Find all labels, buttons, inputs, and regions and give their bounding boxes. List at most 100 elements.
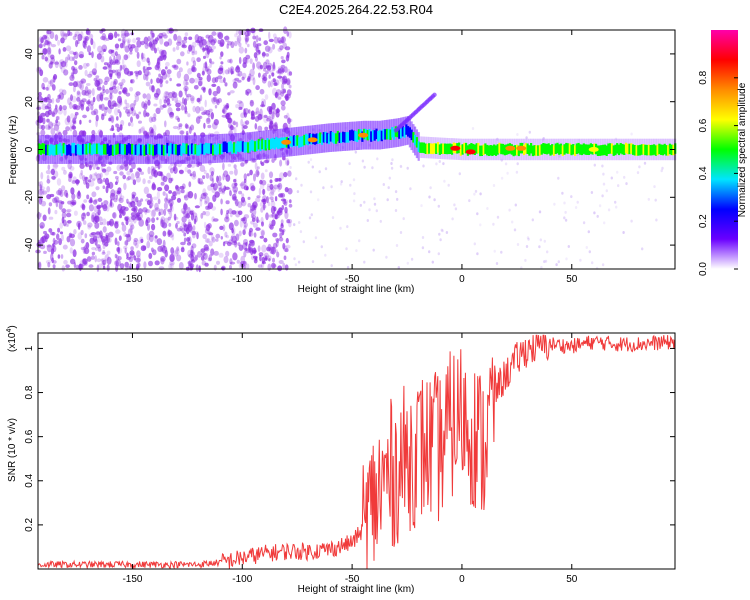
noise-point	[390, 166, 394, 170]
noise-point	[64, 117, 70, 126]
noise-point	[169, 202, 173, 211]
noise-point	[95, 186, 100, 191]
ridge-cell	[206, 143, 209, 154]
noise-point	[87, 225, 92, 230]
noise-point	[261, 101, 264, 107]
ridge-cell	[494, 145, 498, 156]
noise-point	[176, 227, 182, 232]
noise-point	[180, 189, 185, 194]
noise-point	[143, 36, 149, 45]
noise-point	[440, 228, 443, 232]
noise-point	[235, 198, 239, 207]
noise-point	[187, 191, 194, 199]
noise-point	[68, 171, 73, 178]
noise-point	[191, 41, 197, 48]
noise-point	[162, 95, 166, 101]
noise-point	[73, 210, 78, 216]
noise-point	[86, 27, 90, 35]
noise-point	[44, 56, 48, 62]
noise-point	[231, 210, 237, 215]
noise-point	[244, 222, 247, 229]
noise-point	[196, 72, 201, 78]
noise-point	[38, 124, 43, 130]
noise-point	[84, 86, 89, 93]
noise-point	[117, 38, 122, 42]
noise-point	[279, 159, 283, 167]
noise-point	[210, 97, 216, 103]
noise-point	[623, 175, 626, 179]
ridge-cell	[449, 143, 452, 154]
noise-point	[200, 212, 204, 219]
noise-point	[183, 195, 188, 199]
noise-point	[576, 200, 579, 204]
noise-point	[157, 198, 161, 205]
ridge-cell	[180, 145, 183, 157]
colorbar-tick-label: 0.0	[698, 262, 709, 276]
ridge-cell	[631, 144, 635, 155]
ridge-cell	[375, 128, 378, 140]
noise-point	[271, 158, 275, 164]
ridge-cell	[220, 143, 223, 155]
ridge-cell	[115, 144, 118, 155]
ridge-cell	[398, 128, 401, 139]
noise-point	[59, 189, 64, 198]
noise-point	[345, 247, 348, 251]
noise-point	[593, 211, 596, 215]
noise-point	[222, 173, 225, 181]
noise-point	[596, 214, 599, 218]
noise-point	[386, 198, 389, 202]
noise-point	[249, 227, 253, 233]
noise-point	[330, 264, 333, 268]
ridge-cell	[377, 130, 380, 142]
noise-point	[54, 196, 60, 203]
noise-point	[234, 219, 239, 227]
noise-point	[85, 242, 90, 249]
noise-point	[191, 259, 196, 263]
noise-point	[280, 198, 287, 202]
noise-point	[187, 206, 191, 215]
ridge-cell	[542, 143, 545, 154]
noise-point	[81, 89, 87, 96]
noise-point	[61, 234, 64, 242]
noise-point	[61, 208, 67, 213]
noise-point	[187, 68, 193, 75]
noise-point	[52, 237, 56, 244]
noise-point	[610, 176, 613, 180]
noise-point	[191, 231, 196, 239]
noise-point	[47, 126, 51, 130]
noise-point	[311, 165, 314, 169]
noise-point	[206, 117, 211, 123]
noise-point	[103, 62, 109, 66]
noise-point	[136, 51, 140, 59]
noise-point	[630, 132, 633, 136]
noise-point	[92, 96, 96, 103]
noise-point	[190, 213, 195, 221]
noise-point	[243, 108, 246, 116]
noise-point	[157, 245, 163, 252]
noise-point	[49, 61, 53, 65]
noise-point	[241, 199, 247, 207]
noise-point	[121, 89, 127, 94]
noise-point	[110, 49, 115, 53]
noise-point	[109, 198, 113, 207]
noise-point	[242, 229, 246, 236]
noise-point	[173, 64, 178, 69]
noise-point	[243, 250, 247, 258]
ridge-cell	[581, 144, 584, 156]
noise-point	[62, 47, 67, 52]
ridge-cell	[219, 144, 222, 155]
noise-point	[149, 234, 154, 243]
noise-point	[191, 66, 197, 73]
noise-point	[259, 179, 263, 185]
noise-point	[280, 228, 286, 233]
noise-point	[219, 39, 225, 47]
noise-point	[63, 32, 68, 41]
noise-point	[93, 77, 98, 82]
noise-point	[226, 241, 232, 247]
noise-point	[103, 200, 109, 206]
noise-point	[51, 110, 55, 116]
noise-point	[165, 61, 170, 67]
noise-point	[225, 102, 229, 111]
noise-point	[125, 102, 130, 109]
ridge-cell	[637, 145, 640, 156]
